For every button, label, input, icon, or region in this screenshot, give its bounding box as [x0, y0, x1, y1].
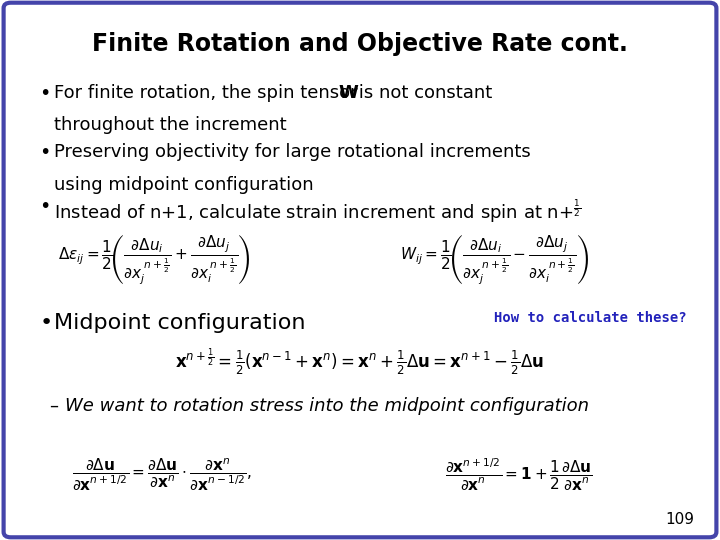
Text: $\dfrac{\partial\Delta\mathbf{u}}{\partial\mathbf{x}^{n+1/2}} = \dfrac{\partial\: $\dfrac{\partial\Delta\mathbf{u}}{\parti… — [72, 457, 252, 493]
Text: Preserving objectivity for large rotational increments: Preserving objectivity for large rotatio… — [54, 143, 531, 161]
Text: throughout the increment: throughout the increment — [54, 116, 287, 134]
Text: For finite rotation, the spin tensor: For finite rotation, the spin tensor — [54, 84, 364, 102]
Text: •: • — [40, 313, 53, 333]
Text: $W_{ij} = \dfrac{1}{2}\!\left(\dfrac{\partial\Delta u_i}{\partial x_j^{\,n+\frac: $W_{ij} = \dfrac{1}{2}\!\left(\dfrac{\pa… — [400, 232, 589, 287]
Text: Finite Rotation and Objective Rate cont.: Finite Rotation and Objective Rate cont. — [92, 32, 628, 56]
Text: •: • — [40, 143, 51, 162]
Text: $\Delta\varepsilon_{ij} = \dfrac{1}{2}\!\left(\dfrac{\partial\Delta u_i}{\partia: $\Delta\varepsilon_{ij} = \dfrac{1}{2}\!… — [58, 232, 251, 287]
Text: •: • — [40, 84, 51, 103]
FancyBboxPatch shape — [4, 3, 716, 537]
Text: is not constant: is not constant — [353, 84, 492, 102]
Text: $\mathbf{x}^{n+\frac{1}{2}} = \frac{1}{2}(\mathbf{x}^{n-1} + \mathbf{x}^n) = \ma: $\mathbf{x}^{n+\frac{1}{2}} = \frac{1}{2… — [176, 347, 544, 377]
Text: How to calculate these?: How to calculate these? — [494, 310, 687, 325]
Text: W: W — [338, 84, 359, 102]
Text: using midpoint configuration: using midpoint configuration — [54, 176, 314, 193]
Text: Midpoint configuration: Midpoint configuration — [54, 313, 305, 333]
Text: We want to rotation stress into the midpoint configuration: We want to rotation stress into the midp… — [65, 397, 589, 415]
Text: $\dfrac{\partial\mathbf{x}^{n+1/2}}{\partial\mathbf{x}^n} = \mathbf{1} + \dfrac{: $\dfrac{\partial\mathbf{x}^{n+1/2}}{\par… — [444, 457, 593, 493]
Text: 109: 109 — [666, 511, 695, 526]
Text: •: • — [40, 197, 51, 216]
Text: Instead of n+1, calculate strain increment and spin at n+$\mathregular{^{\frac{1: Instead of n+1, calculate strain increme… — [54, 197, 581, 225]
Text: –: – — [49, 397, 58, 415]
